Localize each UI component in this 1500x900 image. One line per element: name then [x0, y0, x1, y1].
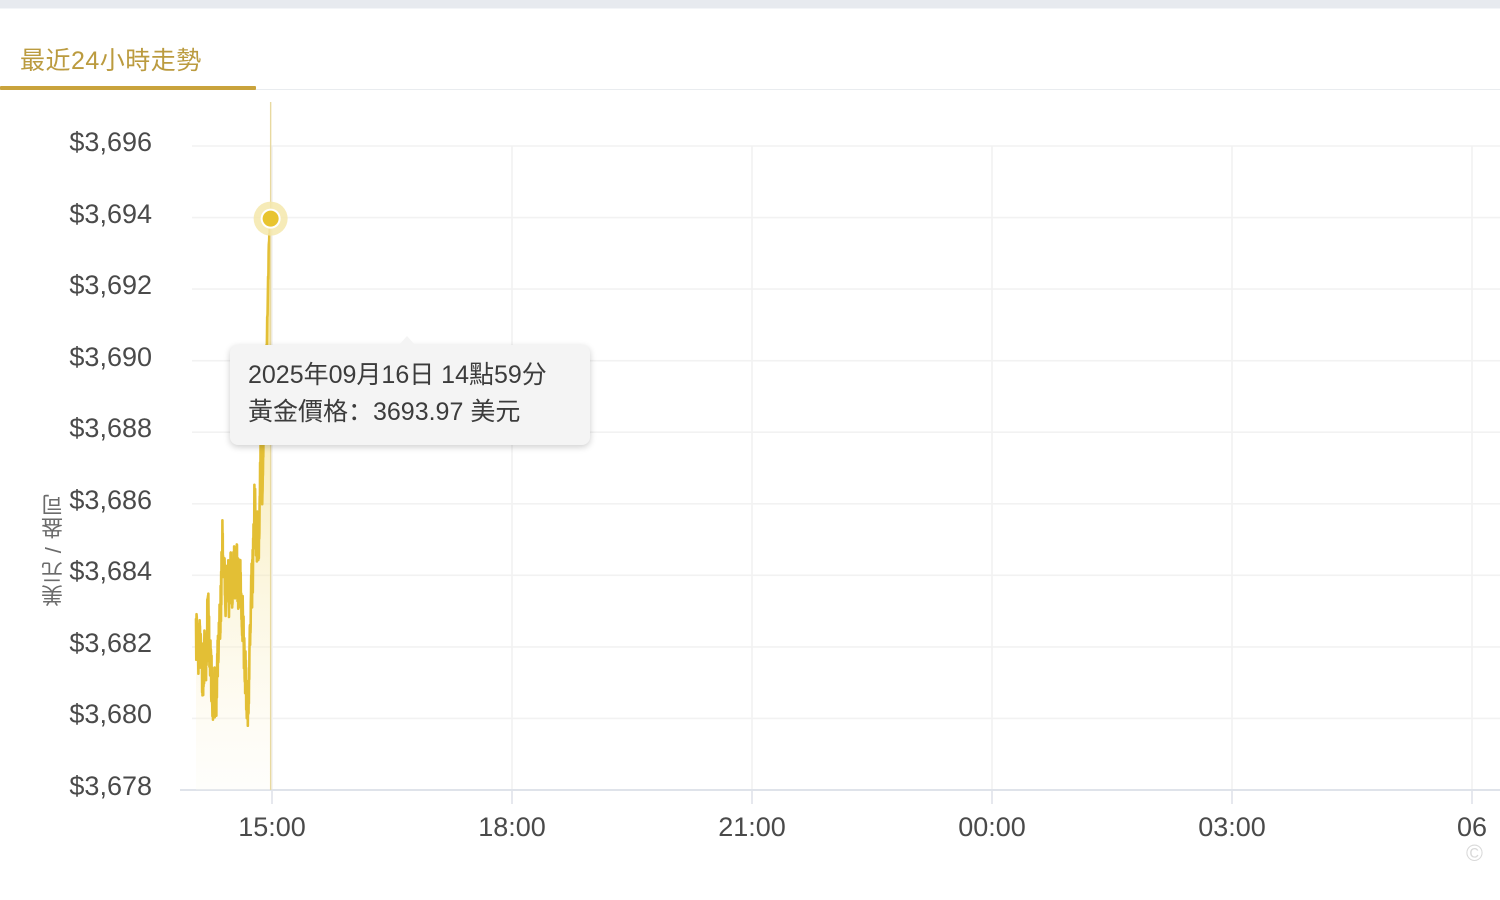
tab-24h-trend-label: 最近24小時走勢 — [20, 46, 202, 75]
y-tick-label: $3,690 — [69, 341, 152, 372]
y-tick-label: $3,678 — [69, 771, 152, 801]
y-axis-title: 美元 / 盎司 — [41, 493, 66, 607]
tab-bar-underline — [0, 89, 1500, 90]
y-tick-label: $3,692 — [69, 270, 152, 301]
y-tick-label: $3,694 — [69, 198, 152, 229]
copyright-watermark: © — [1466, 840, 1483, 866]
y-tick-label: $3,684 — [69, 556, 152, 587]
y-tick-label: $3,686 — [69, 484, 152, 515]
tab-active-indicator — [0, 86, 256, 90]
tab-24h-trend[interactable]: 最近24小時走勢 — [0, 18, 256, 99]
chart-gridlines — [192, 145, 1500, 804]
x-tick-label: 00:00 — [958, 812, 1026, 842]
x-tick-label: 15:00 — [238, 812, 306, 842]
top-band — [0, 0, 1500, 8]
chart-svg[interactable] — [0, 95, 1500, 855]
x-tick-label: 03:00 — [1198, 812, 1266, 842]
chart-cursor — [253, 102, 288, 790]
chart-series-gold-price — [194, 214, 272, 790]
chart-area[interactable]: $3,696 $3,694 $3,692 $3,690 $3,688 $3,686 $3,6… — [0, 95, 1500, 866]
y-tick-label: $3,680 — [69, 699, 152, 730]
x-tick-label: 21:00 — [718, 812, 786, 842]
x-tick-label: 18:00 — [478, 812, 546, 842]
y-tick-label: $3,696 — [69, 127, 152, 157]
y-tick-label: $3,682 — [69, 627, 152, 658]
top-band-edge — [0, 8, 1500, 9]
tab-bar: 最近24小時走勢 — [0, 9, 1500, 91]
y-tick-label: $3,688 — [69, 413, 152, 444]
x-tick-label: 06 — [1456, 812, 1488, 842]
